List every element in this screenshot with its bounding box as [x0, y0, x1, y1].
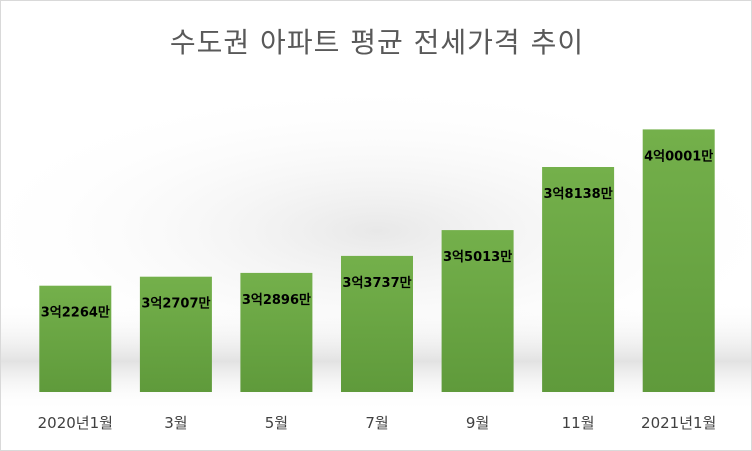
x-tick-label-4: 7월: [365, 414, 388, 432]
bar-7: [642, 129, 715, 392]
data-label-3: 3억2896만: [242, 292, 311, 308]
bar-1: [39, 285, 112, 392]
x-tick-label-1: 2020년1월: [38, 414, 113, 432]
chart-title: 수도권 아파트 평균 전세가격 추이: [169, 26, 585, 59]
data-label-7: 4억0001만: [644, 148, 713, 164]
x-tick-label-5: 9월: [466, 414, 489, 432]
data-label-2: 3억2707만: [141, 296, 210, 312]
bar-5: [441, 230, 514, 392]
bar-2: [139, 276, 212, 392]
bar-3: [240, 272, 313, 392]
x-tick-label-7: 2021년1월: [641, 414, 716, 432]
x-tick-label-2: 3월: [164, 414, 187, 432]
x-tick-label-6: 11월: [562, 414, 595, 432]
data-label-5: 3억5013만: [443, 249, 512, 265]
data-label-1: 3억2264만: [41, 305, 110, 321]
data-label-4: 3억3737만: [342, 275, 411, 291]
bar-6: [542, 167, 615, 392]
data-label-6: 3억8138만: [544, 186, 613, 202]
x-tick-label-3: 5월: [265, 414, 288, 432]
bar-4: [341, 255, 413, 392]
